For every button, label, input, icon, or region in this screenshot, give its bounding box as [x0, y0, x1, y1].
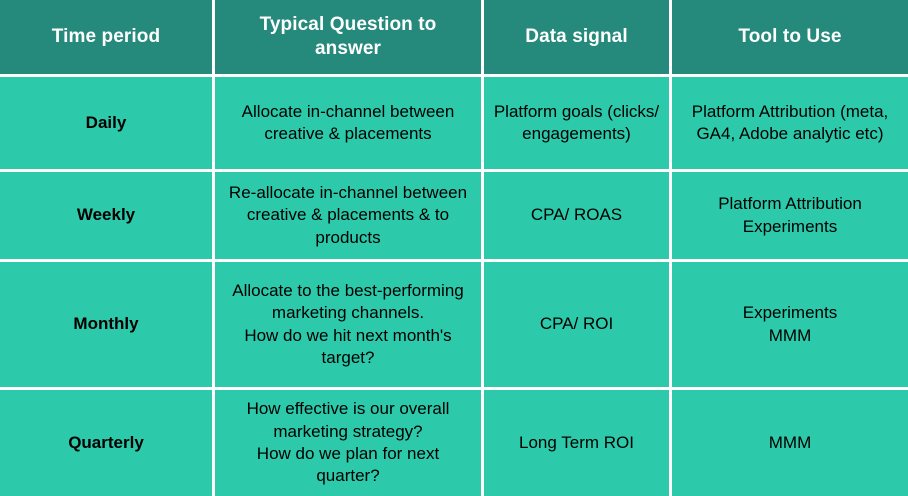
cell-time-period: Daily [0, 77, 215, 172]
column-header-tool-to-use: Tool to Use [672, 0, 908, 77]
cell-typical-question: Re-allocate in-channel between creative … [215, 172, 484, 262]
cell-data-signal: Long Term ROI [484, 390, 672, 496]
cell-tool-to-use: MMM [672, 390, 908, 496]
table-row: Daily Allocate in-channel between creati… [0, 77, 908, 172]
table-header: Time period Typical Question to answer D… [0, 0, 908, 77]
column-header-typical-question: Typical Question to answer [215, 0, 484, 77]
cell-tool-to-use: Experiments MMM [672, 262, 908, 390]
column-header-data-signal: Data signal [484, 0, 672, 77]
cell-time-period: Quarterly [0, 390, 215, 496]
table-row: Quarterly How effective is our overall m… [0, 390, 908, 496]
cell-tool-to-use: Platform Attribution Experiments [672, 172, 908, 262]
cell-tool-to-use: Platform Attribution (meta, GA4, Adobe a… [672, 77, 908, 172]
column-header-time-period: Time period [0, 0, 215, 77]
table-body: Daily Allocate in-channel between creati… [0, 77, 908, 496]
cell-data-signal: CPA/ ROAS [484, 172, 672, 262]
cell-typical-question: How effective is our overall marketing s… [215, 390, 484, 496]
table-row: Weekly Re-allocate in-channel between cr… [0, 172, 908, 262]
cell-time-period: Monthly [0, 262, 215, 390]
cell-data-signal: Platform goals (clicks/ engagements) [484, 77, 672, 172]
table-row: Monthly Allocate to the best-performing … [0, 262, 908, 390]
cell-typical-question: Allocate to the best-performing marketin… [215, 262, 484, 390]
cell-typical-question: Allocate in-channel between creative & p… [215, 77, 484, 172]
header-row: Time period Typical Question to answer D… [0, 0, 908, 77]
cell-data-signal: CPA/ ROI [484, 262, 672, 390]
cell-time-period: Weekly [0, 172, 215, 262]
